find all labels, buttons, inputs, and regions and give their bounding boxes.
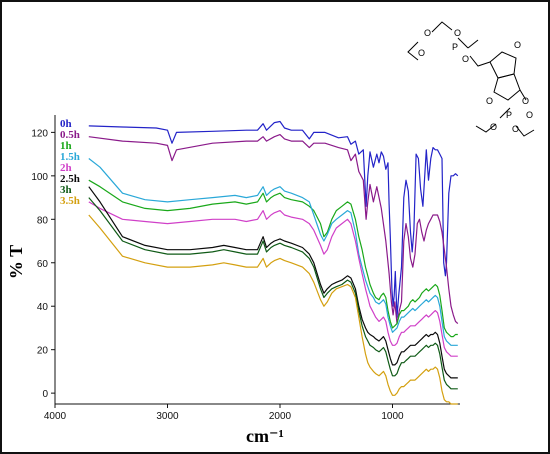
legend-item: 0h bbox=[60, 118, 72, 130]
x-tick-label: 2000 bbox=[269, 411, 292, 422]
legend-item: 3.5h bbox=[60, 195, 80, 207]
atom-o: O bbox=[512, 124, 519, 134]
x-tick-label: 3000 bbox=[156, 411, 179, 422]
y-tick-label: 100 bbox=[31, 172, 48, 183]
legend-item: 0.5h bbox=[60, 129, 80, 141]
atom-p: P bbox=[506, 110, 512, 120]
x-axis-label: cm⁻¹ bbox=[246, 426, 284, 446]
x-tick-label: 4000 bbox=[44, 411, 67, 422]
legend-item: 1.5h bbox=[60, 151, 80, 163]
series-lines bbox=[88, 120, 459, 405]
atom-o: O bbox=[486, 96, 493, 106]
y-tick-label: 40 bbox=[37, 302, 49, 313]
x-tick-group: 4000 3000 2000 1000 bbox=[44, 404, 404, 422]
legend-item: 2h bbox=[60, 162, 72, 174]
legend-item: 2.5h bbox=[60, 173, 80, 185]
atom-o: O bbox=[418, 48, 425, 58]
atom-o: O bbox=[526, 110, 533, 120]
atom-o: O bbox=[490, 122, 497, 132]
atom-o: O bbox=[522, 96, 529, 106]
y-tick-label: 60 bbox=[37, 259, 49, 270]
atom-o: O bbox=[454, 28, 461, 38]
atom-o: O bbox=[424, 28, 431, 38]
series-line bbox=[88, 158, 458, 346]
series-line bbox=[88, 120, 459, 318]
series-line bbox=[88, 214, 458, 405]
atom-p: P bbox=[452, 42, 458, 52]
y-tick-label: 80 bbox=[37, 215, 49, 226]
y-tick-label: 0 bbox=[42, 389, 48, 400]
x-tick-label: 1000 bbox=[381, 411, 404, 422]
atom-o: O bbox=[514, 40, 521, 50]
legend-item: 3h bbox=[60, 184, 72, 196]
molecule-structure bbox=[407, 21, 535, 137]
y-tick-label: 120 bbox=[31, 128, 48, 139]
series-line bbox=[88, 134, 459, 325]
molecule-atom-labels: O O O P O O O O P O O O bbox=[418, 28, 533, 134]
series-line bbox=[88, 197, 458, 390]
y-axis-label: % T bbox=[6, 245, 26, 279]
legend-item: 1h bbox=[60, 140, 72, 152]
series-line bbox=[88, 179, 458, 338]
series-line bbox=[88, 201, 458, 357]
y-tick-label: 20 bbox=[37, 346, 49, 357]
y-tick-group: 0 20 40 60 80 100 120 bbox=[31, 128, 55, 400]
atom-o: O bbox=[462, 54, 469, 64]
series-line bbox=[88, 186, 458, 379]
